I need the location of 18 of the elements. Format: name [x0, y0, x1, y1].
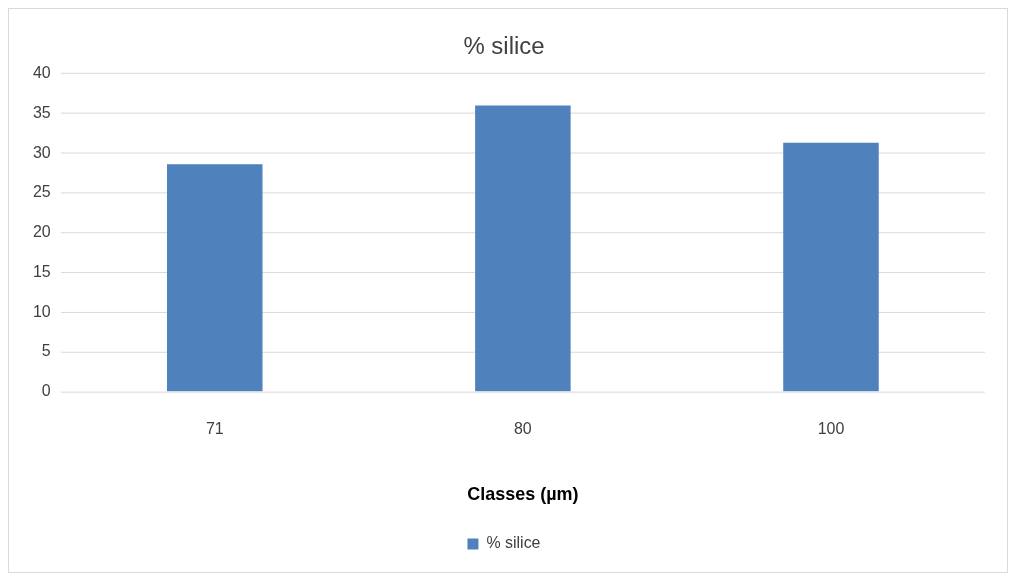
y-tick-label: 20 [32, 223, 51, 241]
y-tick-label: 30 [32, 143, 51, 161]
y-tick-label: 40 [32, 63, 51, 81]
legend-label: % silice [486, 534, 541, 552]
bar [783, 142, 879, 392]
x-axis-title: Classes (µm) [467, 484, 579, 505]
x-tick-label: 100 [817, 419, 845, 437]
x-tick-label: 80 [513, 419, 532, 437]
y-tick-label: 25 [32, 183, 51, 201]
y-tick-label: 15 [32, 262, 51, 280]
x-tick-label: 71 [205, 419, 224, 437]
y-tick-label: 10 [32, 302, 51, 320]
y-tick-label: 0 [41, 382, 51, 400]
y-tick-label: 5 [41, 342, 51, 360]
bar [475, 105, 571, 392]
bar [166, 164, 263, 392]
y-tick-label: 35 [32, 103, 51, 121]
chart-title: % silice [463, 31, 545, 59]
